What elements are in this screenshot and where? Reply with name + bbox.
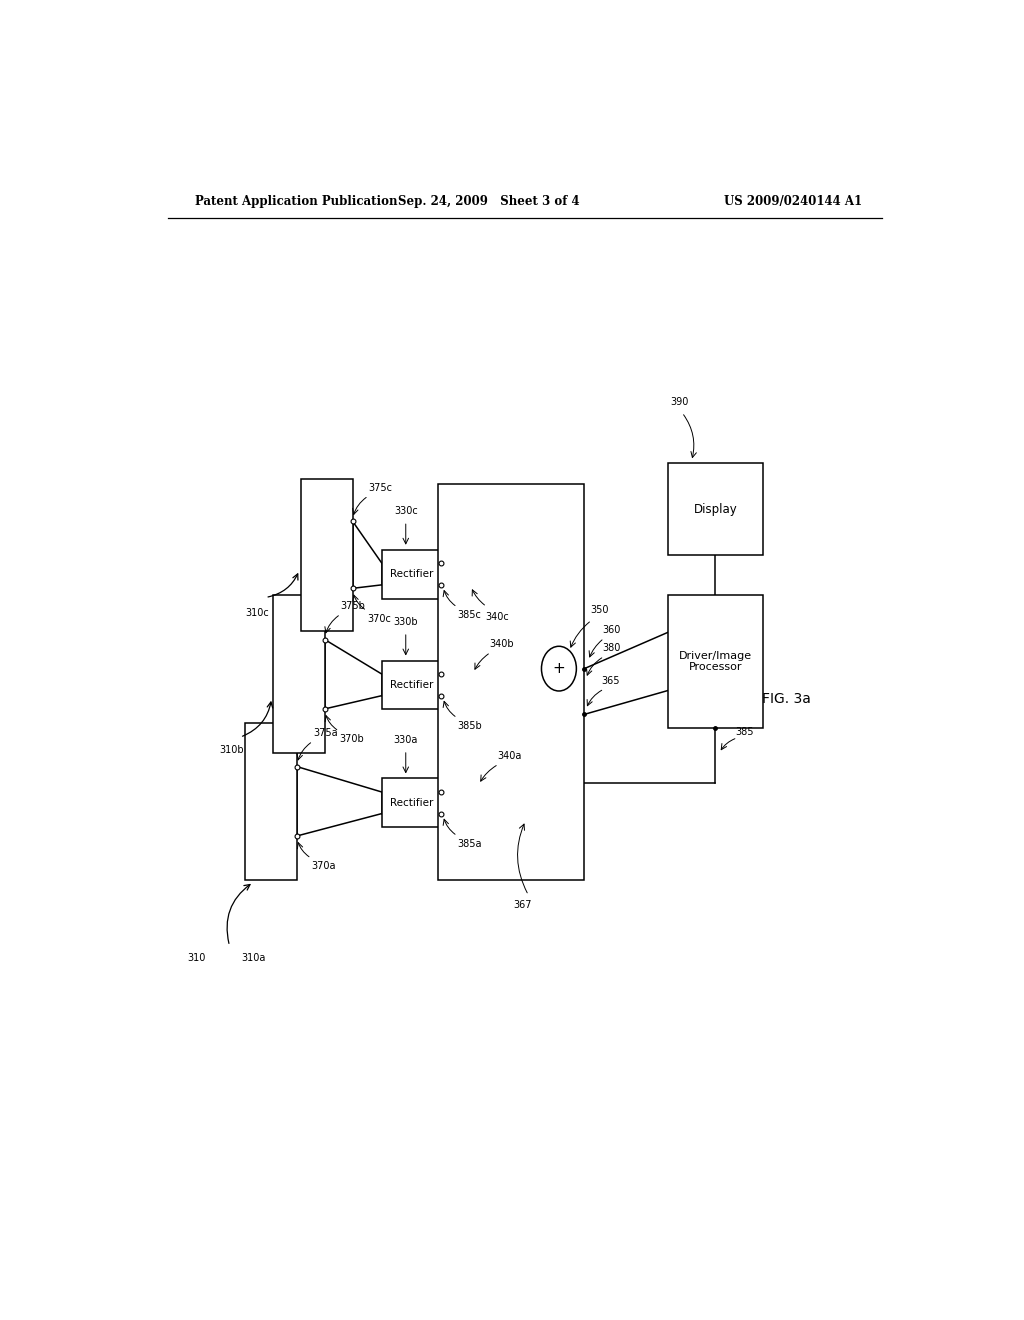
Text: Rectifier: Rectifier <box>390 680 433 690</box>
Bar <box>382 549 441 598</box>
Text: 370b: 370b <box>339 734 364 744</box>
Text: Rectifier: Rectifier <box>390 569 433 579</box>
Text: 385c: 385c <box>458 610 481 620</box>
Bar <box>382 779 441 828</box>
Text: 375b: 375b <box>341 601 366 611</box>
Text: +: + <box>553 661 565 676</box>
Text: 385: 385 <box>735 726 754 737</box>
Bar <box>273 595 325 752</box>
Bar <box>246 722 297 880</box>
Text: Rectifier: Rectifier <box>390 797 433 808</box>
Bar <box>382 660 441 709</box>
Bar <box>668 463 763 554</box>
Text: 330c: 330c <box>394 506 418 516</box>
Text: Patent Application Publication: Patent Application Publication <box>196 194 398 207</box>
Text: 385b: 385b <box>458 721 482 731</box>
Text: 340b: 340b <box>489 639 514 649</box>
Text: 375c: 375c <box>369 483 392 492</box>
Text: 385a: 385a <box>458 840 482 849</box>
Text: 390: 390 <box>670 397 688 408</box>
Text: FIG. 3a: FIG. 3a <box>762 692 811 706</box>
Text: US 2009/0240144 A1: US 2009/0240144 A1 <box>724 194 862 207</box>
Text: 340c: 340c <box>485 611 509 622</box>
Text: 370c: 370c <box>367 614 391 624</box>
Text: 360: 360 <box>602 624 621 635</box>
Text: 370a: 370a <box>311 862 336 871</box>
Bar <box>668 595 763 727</box>
Text: 330a: 330a <box>393 735 418 744</box>
Text: Display: Display <box>693 503 737 516</box>
Text: Sep. 24, 2009   Sheet 3 of 4: Sep. 24, 2009 Sheet 3 of 4 <box>398 194 580 207</box>
Bar <box>437 483 585 880</box>
Text: 310a: 310a <box>242 953 265 964</box>
Text: 375a: 375a <box>313 729 338 738</box>
Bar <box>301 479 352 631</box>
Text: 310c: 310c <box>246 607 269 618</box>
Text: 310: 310 <box>187 953 206 964</box>
Circle shape <box>542 647 577 690</box>
Text: 310b: 310b <box>220 744 245 755</box>
Text: 340a: 340a <box>497 751 521 762</box>
Text: 330b: 330b <box>393 616 418 627</box>
Text: 365: 365 <box>602 676 621 686</box>
Text: 380: 380 <box>602 643 621 653</box>
Text: 350: 350 <box>590 605 608 615</box>
Text: 367: 367 <box>513 900 531 911</box>
Text: Driver/Image
Processor: Driver/Image Processor <box>679 651 752 672</box>
